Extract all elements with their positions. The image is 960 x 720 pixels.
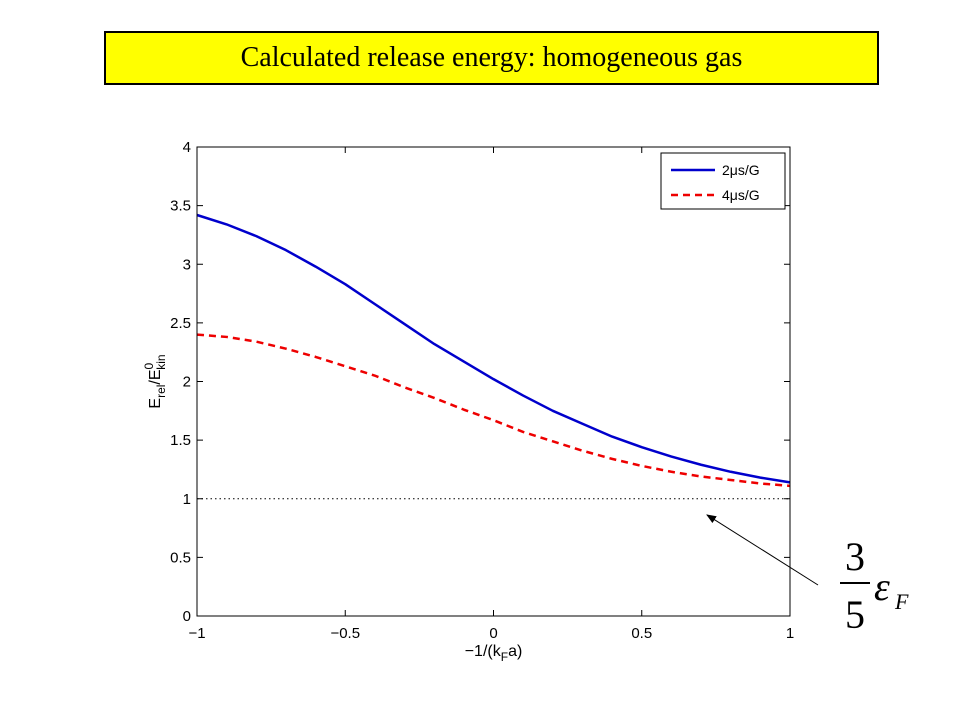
y-tick-label: 2.5	[170, 315, 191, 332]
epsilon-subscript: F	[894, 589, 909, 614]
y-tick-label: 3	[183, 256, 191, 273]
slide-title: Calculated release energy: homogeneous g…	[104, 31, 879, 85]
fermi-energy-annotation: 3 5 ε F	[840, 534, 909, 637]
y-axis-label: Erel/E0kin	[142, 354, 168, 408]
x-tick-label: 1	[786, 625, 794, 642]
y-tick-label: 0	[183, 608, 191, 625]
legend-label-2us: 2μs/G	[722, 162, 760, 178]
epsilon-symbol: ε	[874, 564, 890, 609]
series-line-1	[196, 333, 791, 488]
y-tick-label: 1	[183, 491, 191, 508]
series-line-0	[196, 213, 791, 484]
y-tick-label: 4	[183, 139, 191, 156]
y-tick-label: 0.5	[170, 549, 191, 566]
legend-label-4us: 4μs/G	[722, 187, 760, 203]
x-axis-label: −1/(kFa)	[465, 643, 523, 664]
legend-box	[660, 152, 786, 210]
x-tick-label: −1	[188, 625, 205, 642]
plot-frame	[196, 146, 791, 617]
x-tick-label: 0.5	[631, 625, 652, 642]
annotation-arrow	[706, 514, 819, 586]
y-tick-label: 3.5	[170, 198, 191, 215]
fraction-denominator: 5	[845, 592, 865, 637]
fraction-numerator: 3	[845, 534, 865, 579]
y-tick-label: 1.5	[170, 432, 191, 449]
x-tick-label: 0	[489, 625, 497, 642]
x-tick-label: −0.5	[330, 625, 360, 642]
y-tick-label: 2	[183, 374, 191, 391]
legend: 2μs/G 4μs/G	[660, 152, 786, 210]
